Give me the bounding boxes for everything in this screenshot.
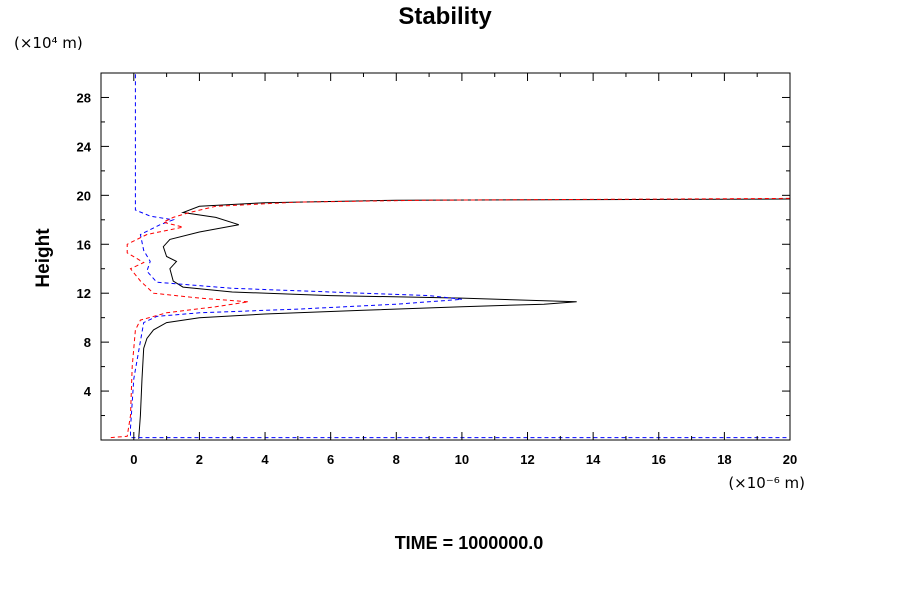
y-tick-label: 16 [77, 237, 91, 252]
y-axis-label: Height [33, 228, 54, 288]
x-tick-label: 20 [783, 452, 797, 467]
x-tick-label: 14 [586, 452, 601, 467]
x-tick-label: 12 [520, 452, 534, 467]
plot-frame [100, 72, 791, 441]
y-tick-label: 24 [77, 139, 92, 154]
series-line-red [110, 197, 791, 439]
series-line-blue [130, 74, 790, 439]
x-tick-label: 18 [717, 452, 731, 467]
y-axis-unit: (×10⁴ m) [14, 34, 83, 52]
x-tick-label: 8 [393, 452, 400, 467]
y-tick-label: 20 [77, 188, 91, 203]
series-layer [110, 74, 791, 439]
x-tick-label: 0 [130, 452, 137, 467]
y-tick-label: 28 [77, 90, 91, 105]
x-tick-label: 6 [327, 452, 334, 467]
series-line-black [138, 198, 791, 439]
time-footer: TIME = 1000000.0 [395, 533, 544, 553]
y-tick-label: 8 [84, 335, 91, 350]
x-tick-label: 16 [652, 452, 666, 467]
x-tick-label: 2 [196, 452, 203, 467]
chart-title: Stability [398, 3, 492, 30]
y-tick-label: 12 [77, 286, 91, 301]
y-tick-label: 4 [84, 384, 92, 399]
x-tick-label: 4 [261, 452, 269, 467]
x-tick-label: 10 [455, 452, 469, 467]
x-axis-unit: (×10⁻⁶ m) [728, 474, 805, 492]
